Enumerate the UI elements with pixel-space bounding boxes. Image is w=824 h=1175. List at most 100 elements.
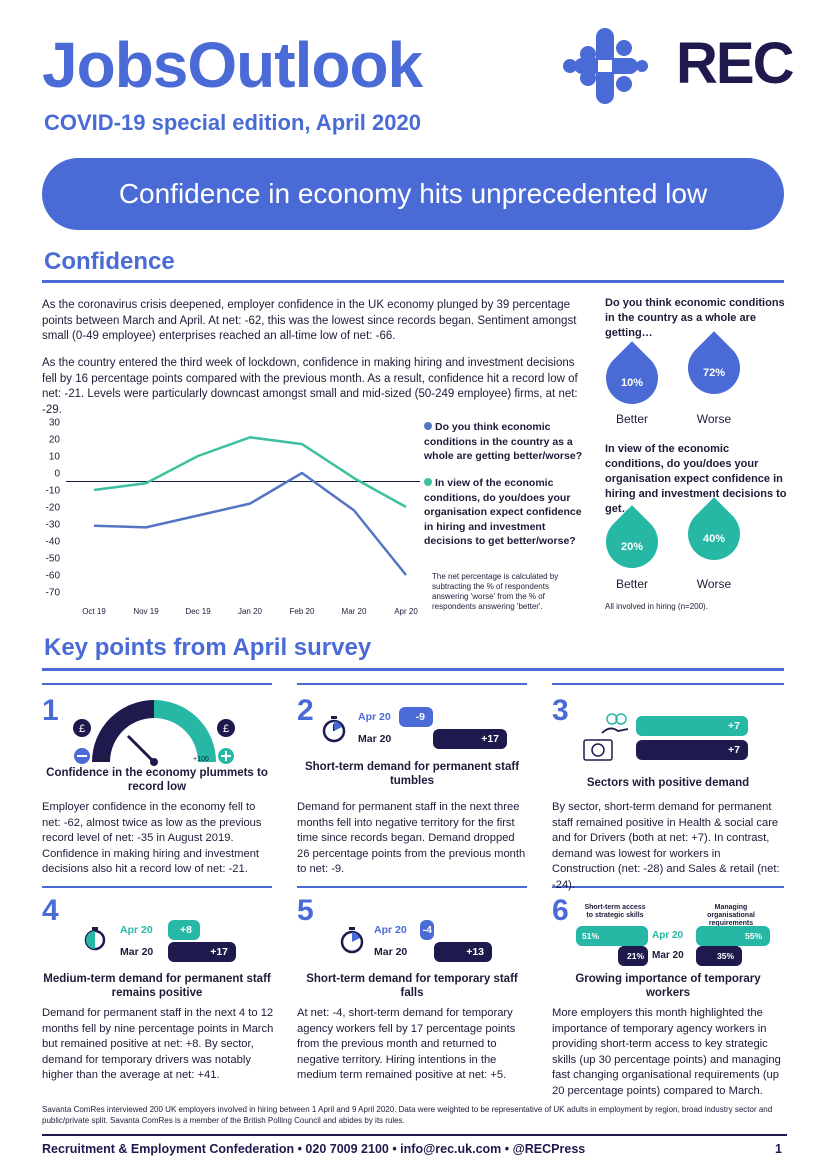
document-title: JobsOutlook (42, 29, 423, 101)
footer-contact: Recruitment & Employment Confederation •… (42, 1142, 586, 1156)
stopwatch-icon (340, 927, 364, 954)
legend-label: In view of the economic conditions, do y… (424, 477, 582, 547)
panel-divider (42, 683, 272, 685)
apr-bar: +8 (168, 920, 200, 940)
panel-divider (297, 683, 527, 685)
y-tick-label: -10 (46, 486, 61, 497)
panel-divider (552, 886, 784, 888)
org-mar-bar: 35% (696, 946, 742, 966)
x-tick-label: Apr 20 (394, 607, 418, 616)
keypoint-number: 3 (552, 694, 569, 727)
keypoint-caption: Short-term demand for permanent staff tu… (304, 761, 520, 787)
section-title-key-points: Key points from April survey (44, 634, 372, 661)
keypoint-caption: Sectors with positive demand (586, 777, 750, 789)
apr-label: Apr 20 (120, 924, 153, 936)
series-line-1 (93, 471, 407, 576)
timer-icon (84, 927, 106, 951)
x-tick-label: Jan 20 (238, 607, 263, 616)
skills-mar-bar: 21% (618, 946, 648, 966)
footer-divider (42, 1134, 787, 1136)
mar-bar: +17 (168, 942, 236, 962)
gauge-max-label: +100 (193, 756, 209, 763)
svg-text:£: £ (79, 723, 85, 735)
driver-icon (583, 739, 613, 761)
series-line-2 (93, 436, 407, 509)
keypoint-number: 2 (297, 694, 314, 727)
question-hiring: In view of the economic conditions, do y… (605, 443, 787, 515)
keypoint-number: 6 (552, 894, 569, 927)
y-tick-label: 0 (54, 469, 60, 480)
strategic-skills-title: Short-term access to strategic skills (584, 904, 646, 919)
y-tick-label: 10 (49, 452, 61, 463)
document-subtitle: COVID-19 special edition, April 2020 (44, 110, 421, 135)
economy-better-value: 10% (620, 377, 644, 389)
y-tick-label: -50 (46, 554, 61, 565)
confidence-paragraph-2: As the country entered the third week of… (42, 357, 578, 416)
legend-item-hiring: In view of the economic conditions, do y… (424, 476, 584, 549)
legend-label: Do you think economic conditions in the … (424, 421, 583, 462)
health-care-bar: +7 (636, 716, 748, 736)
organisational-title: Managing organisational requirements (707, 904, 755, 927)
economy-worse-value: 72% (702, 367, 726, 379)
keypoint-caption: Medium-term demand for permanent staff r… (43, 973, 271, 999)
keypoint-number: 5 (297, 894, 314, 927)
hiring-worse-value: 40% (702, 533, 726, 545)
better-label: Better (615, 412, 648, 426)
legend-dot-icon (424, 478, 432, 486)
confidence-line-chart: 30 20 10 0 -10 -20 -30 -40 -50 -60 -70 Oct 19 Nov 19… (46, 418, 420, 616)
gauge-min-label: -100 (96, 756, 111, 763)
stopwatch-icon (322, 716, 346, 743)
methodology-footnote: Savanta ComRes interviewed 200 UK employ… (42, 1105, 773, 1125)
keypoint-body: At net: -4, short-term demand for tempor… (297, 1007, 516, 1081)
section-divider (42, 280, 784, 283)
apr-bar: -4 (420, 920, 434, 940)
keypoint-number: 4 (42, 894, 59, 927)
mar-label: Mar 20 (652, 950, 684, 961)
x-tick-label: Mar 20 (342, 607, 367, 616)
question-economy: Do you think economic conditions in the … (605, 297, 785, 339)
gauge-icon: £ £ (73, 700, 235, 766)
skills-apr-bar: 51% (576, 926, 648, 946)
apr-bar: -9 (399, 707, 433, 727)
keypoint-number: 1 (42, 694, 59, 727)
logo-text: REC (676, 31, 794, 96)
keypoint-caption: Confidence in the economy plummets to re… (46, 767, 268, 793)
better-label: Better (615, 577, 648, 591)
hiring-better-value: 20% (620, 541, 644, 553)
y-tick-label: -20 (46, 503, 61, 514)
keypoint-body: By sector, short-term demand for permane… (552, 801, 780, 891)
legend-dot-icon (424, 422, 432, 430)
y-tick-label: -70 (46, 588, 61, 599)
headline-banner: Confidence in economy hits unprecedented… (42, 158, 784, 230)
mar-label: Mar 20 (120, 946, 154, 958)
mar-label: Mar 20 (374, 946, 408, 958)
y-tick-label: 30 (49, 418, 61, 429)
apr-label: Apr 20 (652, 930, 684, 941)
y-tick-label: 20 (49, 435, 61, 446)
x-tick-label: Oct 19 (82, 607, 106, 616)
section-divider (42, 668, 784, 671)
panel-divider (42, 886, 272, 888)
svg-text:£: £ (223, 723, 229, 735)
panel-divider (297, 886, 527, 888)
rec-logo-icon (563, 28, 648, 104)
drivers-bar: +7 (636, 740, 748, 760)
apr-label: Apr 20 (374, 924, 407, 936)
sample-note: All involved in hiring (n=200). (605, 602, 708, 611)
legend-item-economy: Do you think economic conditions in the … (424, 420, 584, 464)
keypoint-caption: Short-term demand for temporary staff fa… (306, 973, 518, 999)
org-apr-bar: 55% (696, 926, 770, 946)
care-hands-icon (601, 713, 629, 734)
x-tick-label: Dec 19 (185, 607, 211, 616)
keypoint-body: Demand for permanent staff in the next 4… (42, 1007, 274, 1081)
mar-bar: +17 (433, 729, 507, 749)
section-title-confidence: Confidence (44, 248, 175, 275)
x-tick-label: Feb 20 (290, 607, 315, 616)
mar-label: Mar 20 (358, 733, 392, 745)
keypoint-caption: Growing importance of temporary workers (575, 973, 761, 999)
net-percentage-note: The net percentage is calculated by subt… (432, 572, 559, 611)
mar-bar: +13 (434, 942, 492, 962)
keypoint-body: Employer confidence in the economy fell … (42, 801, 262, 875)
worse-label: Worse (696, 577, 732, 591)
y-tick-label: -40 (46, 537, 61, 548)
